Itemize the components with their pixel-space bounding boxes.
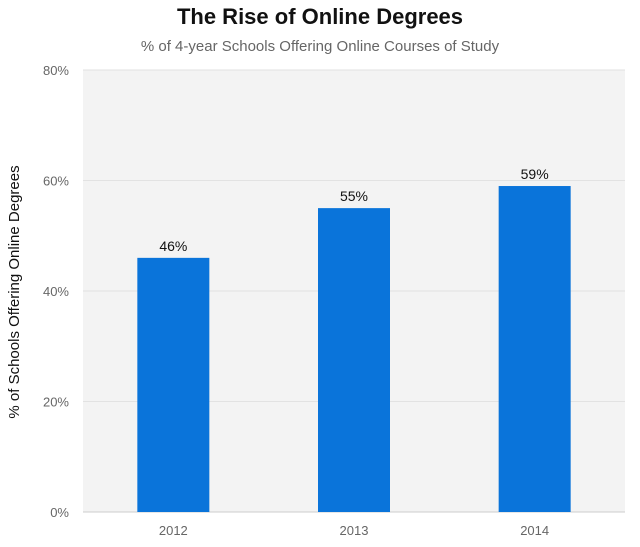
- x-tick-label: 2013: [340, 523, 369, 538]
- bar-2014: [498, 186, 571, 512]
- data-label: 46%: [159, 238, 187, 254]
- data-label: 55%: [340, 188, 368, 204]
- y-tick-label: 20%: [43, 395, 69, 410]
- y-tick-label: 80%: [43, 63, 69, 78]
- x-tick-label: 2014: [520, 523, 549, 538]
- x-tick-label: 2012: [159, 523, 188, 538]
- bar-2012: [137, 257, 210, 512]
- y-tick-label: 0%: [50, 505, 69, 520]
- chart-subtitle: % of 4-year Schools Offering Online Cour…: [140, 38, 500, 55]
- chart-title: The Rise of Online Degrees: [176, 4, 464, 29]
- y-tick-label: 60%: [43, 174, 69, 189]
- y-tick-label: 40%: [43, 284, 69, 299]
- bar-2013: [318, 208, 390, 512]
- y-axis-label: % of Schools Offering Online Degrees: [6, 165, 23, 418]
- data-label: 59%: [521, 166, 549, 182]
